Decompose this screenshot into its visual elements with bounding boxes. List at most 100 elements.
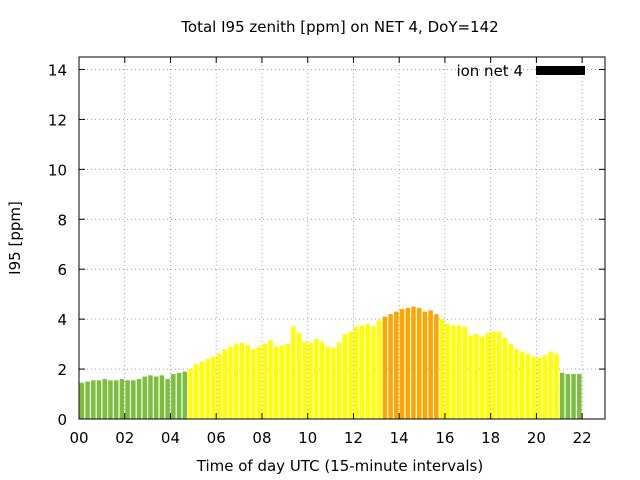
bar [394, 311, 399, 419]
bar [336, 342, 342, 419]
bar [176, 372, 182, 419]
bar [302, 341, 308, 419]
y-axis-label: I95 [ppm] [6, 201, 24, 275]
bar [496, 331, 502, 419]
x-tick-label: 08 [252, 429, 271, 447]
bar [102, 379, 107, 419]
bar [205, 359, 210, 419]
bar [159, 375, 165, 419]
bar [314, 339, 319, 419]
bar [251, 349, 256, 419]
bar [91, 380, 96, 419]
bar [256, 346, 262, 419]
bar [153, 376, 159, 419]
bar [479, 336, 485, 419]
grid [79, 57, 605, 419]
bar [262, 344, 268, 419]
bar [508, 344, 513, 419]
legend-swatch [536, 66, 585, 75]
bar [422, 311, 428, 419]
bar [542, 355, 548, 419]
bar [325, 346, 330, 419]
x-tick-label: 14 [390, 429, 409, 447]
chart-title: Total I95 zenith [ppm] on NET 4, DoY=142 [180, 18, 498, 36]
bar [536, 357, 542, 419]
bar [279, 345, 285, 419]
bar [348, 331, 353, 419]
bar [233, 344, 239, 419]
legend: ion net 4 [456, 62, 585, 80]
bar [211, 356, 216, 419]
legend-label: ion net 4 [456, 62, 523, 80]
bar [216, 354, 222, 419]
y-tick-label: 0 [57, 411, 67, 429]
bar [445, 324, 451, 419]
bar [388, 314, 393, 419]
x-tick-label: 16 [435, 429, 454, 447]
plot-frame [78, 56, 606, 420]
x-tick-label: 22 [573, 429, 592, 447]
bar [331, 347, 336, 419]
bar [228, 346, 233, 419]
x-tick-label: 10 [298, 429, 317, 447]
bar [199, 361, 205, 419]
x-tick-label: 18 [481, 429, 500, 447]
bar [291, 326, 296, 419]
bar [525, 354, 531, 419]
bar [502, 337, 508, 419]
bar [142, 376, 148, 419]
bar [382, 316, 388, 419]
bar [171, 374, 176, 419]
bar [273, 346, 279, 419]
ticks [78, 57, 605, 420]
bar [268, 340, 273, 419]
x-tick-label: 04 [161, 429, 180, 447]
x-tick-label: 02 [115, 429, 134, 447]
x-tick-label: 06 [207, 429, 226, 447]
bar [131, 380, 136, 419]
y-tick-label: 4 [57, 311, 67, 329]
bar [456, 325, 462, 419]
bar [96, 380, 102, 419]
bar [108, 380, 113, 419]
bar [148, 375, 153, 419]
bar [365, 324, 370, 419]
bar [245, 345, 250, 419]
bar [514, 349, 519, 419]
bar [359, 325, 365, 419]
y-tick-label: 8 [57, 211, 67, 229]
bar [519, 351, 525, 419]
bar [548, 351, 553, 419]
bar [376, 320, 382, 419]
bar [354, 326, 359, 419]
bar [182, 371, 188, 419]
bar [165, 379, 170, 419]
y-tick-label: 2 [57, 361, 67, 379]
bar [554, 354, 559, 419]
bar [405, 307, 411, 419]
bar [462, 326, 468, 419]
bar [85, 381, 90, 419]
bar [136, 379, 142, 419]
bars [79, 306, 582, 419]
bar [531, 356, 536, 419]
bar [113, 380, 119, 419]
bar [474, 334, 479, 419]
y-tick-label: 6 [57, 261, 67, 279]
y-tick-label: 12 [48, 111, 67, 129]
bar [239, 342, 245, 419]
x-tick-label: 12 [344, 429, 363, 447]
bar [119, 379, 125, 419]
bar [571, 374, 576, 419]
bar [371, 326, 376, 419]
bar [439, 319, 445, 419]
bar [285, 344, 290, 419]
bar [193, 364, 199, 419]
x-axis-label: Time of day UTC (15-minute intervals) [196, 457, 483, 475]
bar [416, 307, 422, 419]
bar [342, 334, 348, 419]
bar [451, 325, 456, 419]
bar [411, 306, 416, 419]
